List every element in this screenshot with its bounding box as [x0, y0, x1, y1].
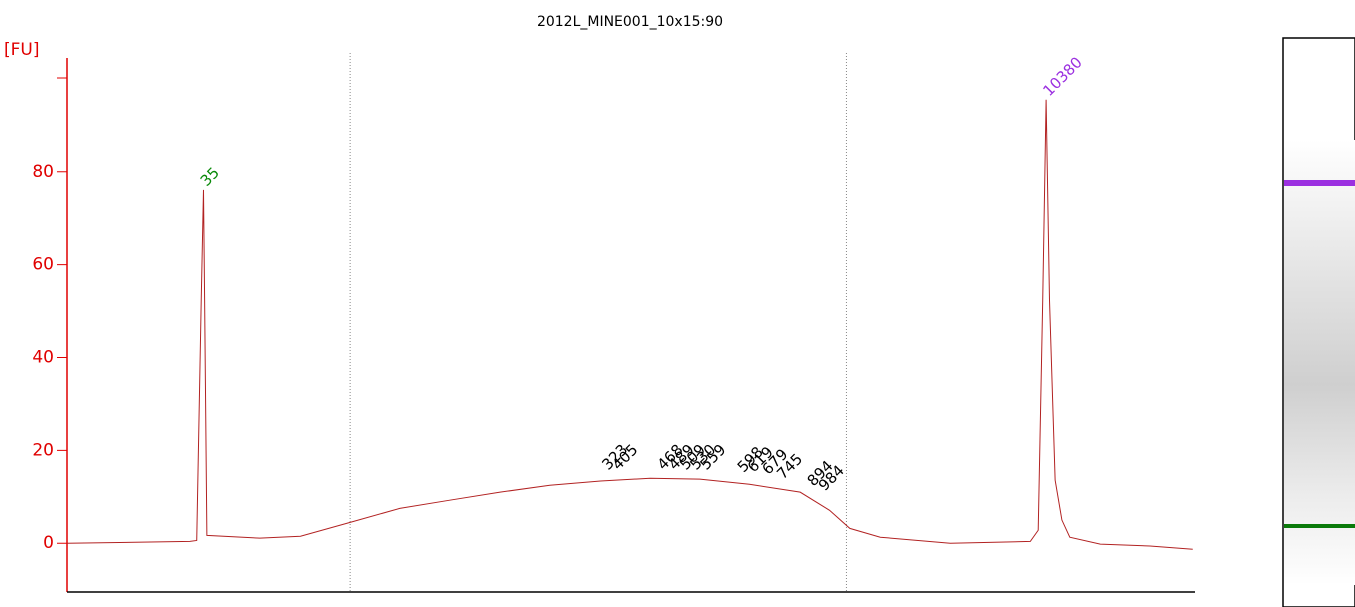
- y-tick-label: 80: [32, 162, 54, 182]
- gel-smear: [1284, 140, 1355, 585]
- peak-label: 35: [197, 164, 223, 190]
- y-tick-label: 40: [32, 348, 54, 368]
- y-tick-label: 0: [43, 533, 54, 553]
- chart-title: 2012L_MINE001_10x15:90: [537, 14, 723, 30]
- gel-band-lower: [1284, 524, 1355, 528]
- y-tick-label: 60: [32, 255, 54, 275]
- trace: [66, 99, 1193, 550]
- y-axis-label: [FU]: [4, 40, 40, 60]
- gel-band-upper: [1284, 180, 1355, 186]
- y-tick-label: 20: [32, 440, 54, 460]
- peak-label: 10380: [1039, 53, 1085, 99]
- gel-lane: [1282, 37, 1355, 607]
